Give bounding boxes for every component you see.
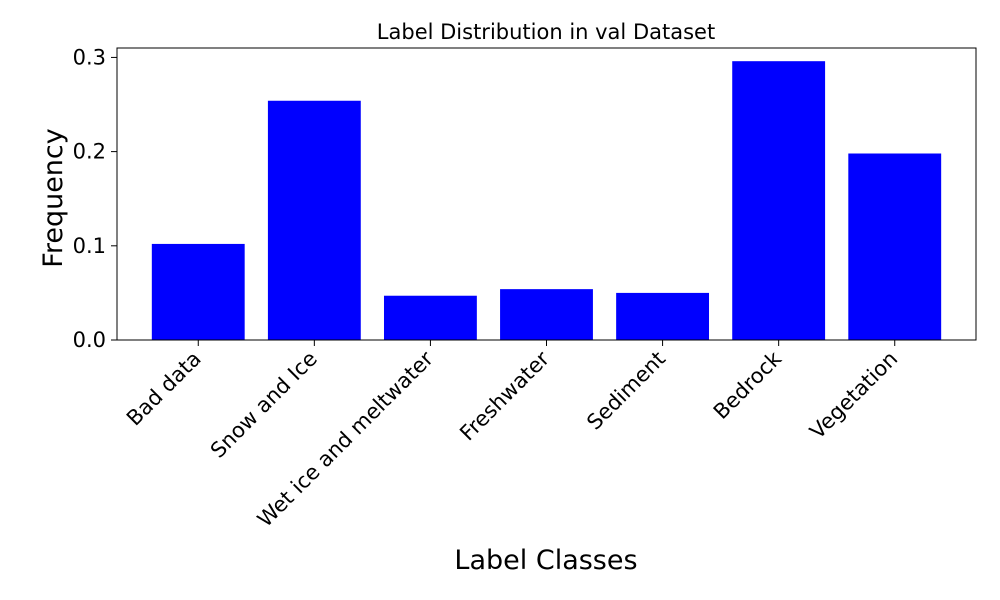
y-tick-label: 0.1: [73, 234, 106, 258]
y-tick-label: 0.0: [73, 328, 106, 352]
x-tick-label: Vegetation: [805, 347, 902, 444]
chart-title: Label Distribution in val Dataset: [377, 20, 715, 44]
plot-area: [116, 47, 977, 341]
bar-bad-data: [151, 243, 245, 340]
x-tick-label: Freshwater: [455, 346, 554, 445]
x-tick-label: Bad data: [122, 347, 206, 431]
bar-bedrock: [732, 61, 826, 340]
bar-wet-ice-and-meltwater: [383, 295, 477, 340]
x-tick-label: Sediment: [582, 347, 670, 435]
y-axis-label: Frequency: [38, 128, 69, 268]
x-tick-label: Bedrock: [709, 346, 787, 424]
y-tick-label: 0.2: [73, 140, 106, 164]
x-axis-label: Label Classes: [454, 545, 637, 576]
x-tick-label: Snow and Ice: [206, 347, 322, 463]
bar-sediment: [616, 292, 710, 340]
y-tick-label: 0.3: [73, 45, 106, 69]
y-axis: 0.0 0.1 0.2 0.3: [73, 45, 117, 352]
bar-vegetation: [848, 153, 942, 340]
bar-snow-and-ice: [267, 100, 361, 340]
bar-freshwater: [500, 289, 593, 340]
